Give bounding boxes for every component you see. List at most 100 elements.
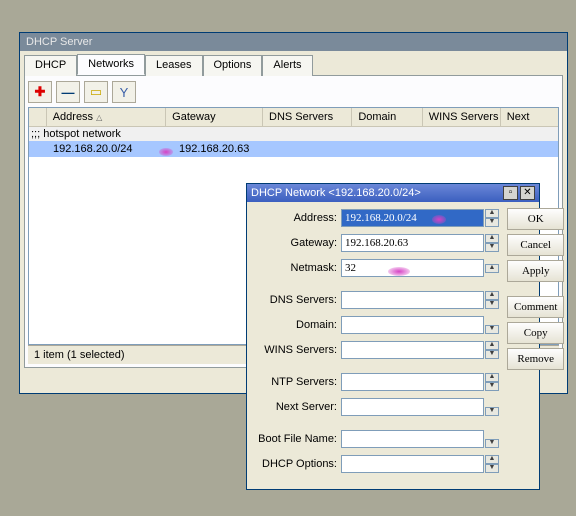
- col-next[interactable]: Next: [501, 108, 558, 126]
- col-domain[interactable]: Domain: [352, 108, 422, 126]
- spin-down-icon[interactable]: ▼: [485, 350, 499, 359]
- form-label: Domain:: [251, 319, 341, 331]
- form-input-winsservers[interactable]: [341, 341, 484, 359]
- form-input-domain[interactable]: [341, 316, 484, 334]
- spin-down-icon[interactable]: ▼: [485, 439, 499, 448]
- spin-down-icon[interactable]: ▼: [485, 300, 499, 309]
- tab-alerts[interactable]: Alerts: [262, 55, 312, 76]
- spin-control: ▲▼: [485, 209, 499, 227]
- form-input-dhcpoptions[interactable]: [341, 455, 484, 473]
- form-input-dnsservers[interactable]: [341, 291, 484, 309]
- ok-button[interactable]: OK: [507, 208, 564, 230]
- form-row: Next Server: ▼: [251, 397, 499, 417]
- plus-icon: ✚: [35, 84, 46, 100]
- form-input-gateway[interactable]: [341, 234, 484, 252]
- form-row: WINS Servers:▲▼: [251, 340, 499, 360]
- list-header: Address △ Gateway DNS Servers Domain WIN…: [29, 108, 558, 127]
- spin-control: ▲▼: [485, 234, 499, 252]
- form-input-bootfilename[interactable]: [341, 430, 484, 448]
- dhcp-network-dialog: DHCP Network <192.168.20.0/24> ▫ ✕ Addre…: [246, 183, 540, 490]
- spin-up-icon[interactable]: ▲: [485, 264, 499, 273]
- cell-gateway: 192.168.20.63: [173, 142, 275, 156]
- table-row[interactable]: 192.168.20.0/24 192.168.20.63: [29, 141, 558, 157]
- spin-control: ▲▼: [485, 341, 499, 359]
- form-row: Address: ▲▼: [251, 208, 499, 228]
- close-button[interactable]: ✕: [520, 186, 535, 200]
- row-indicator-col[interactable]: [29, 108, 47, 126]
- form-input-address[interactable]: [341, 209, 484, 227]
- tab-networks[interactable]: Networks: [77, 54, 145, 75]
- form-label: Next Server:: [251, 401, 341, 413]
- spin-down-icon[interactable]: ▼: [485, 325, 499, 334]
- cancel-button[interactable]: Cancel: [507, 234, 564, 256]
- cell-wins: [443, 148, 525, 150]
- spin-down-icon[interactable]: ▼: [485, 218, 499, 227]
- spin-up-icon[interactable]: ▲: [485, 291, 499, 300]
- spin-control: ▲▼: [485, 455, 499, 473]
- dialog-buttons: OK Cancel Apply Comment Copy Remove: [507, 208, 564, 479]
- remove-button[interactable]: —: [56, 81, 80, 103]
- form-label: Address:: [251, 212, 341, 224]
- sort-icon: △: [96, 113, 102, 122]
- copy-button[interactable]: Copy: [507, 322, 564, 344]
- spin-down-icon[interactable]: ▼: [485, 464, 499, 473]
- spin-up-icon[interactable]: ▲: [485, 455, 499, 464]
- form-row: NTP Servers:▲▼: [251, 372, 499, 392]
- dialog-titlebar[interactable]: DHCP Network <192.168.20.0/24> ▫ ✕: [247, 184, 539, 202]
- spin-up-icon[interactable]: ▲: [485, 373, 499, 382]
- form-input-netmask[interactable]: [341, 259, 484, 277]
- note-icon: ▭: [90, 84, 102, 100]
- spin-control: ▲▼: [485, 291, 499, 309]
- spin-down-icon[interactable]: ▼: [485, 382, 499, 391]
- form-row: Netmask: ▲: [251, 258, 499, 278]
- col-dns[interactable]: DNS Servers: [263, 108, 352, 126]
- form: Address:▲▼Gateway:▲▼Netmask:▲DNS Servers…: [251, 208, 499, 479]
- cell-dns: [275, 148, 369, 150]
- dialog-title: DHCP Network <192.168.20.0/24>: [251, 187, 421, 199]
- main-title: DHCP Server: [26, 35, 92, 49]
- toolbar: ✚ — ▭ Y: [28, 79, 559, 107]
- main-titlebar[interactable]: DHCP Server: [20, 33, 567, 51]
- form-row: Boot File Name: ▼: [251, 429, 499, 449]
- spin-control: ▼: [485, 430, 499, 448]
- spin-up-icon[interactable]: ▲: [485, 234, 499, 243]
- minimize-icon: ▫: [509, 187, 513, 198]
- spin-up-icon[interactable]: ▲: [485, 209, 499, 218]
- close-icon: ✕: [523, 187, 531, 198]
- form-row: Domain: ▼: [251, 315, 499, 335]
- remove-button[interactable]: Remove: [507, 348, 564, 370]
- cell-address: 192.168.20.0/24: [47, 142, 173, 156]
- spin-down-icon[interactable]: ▼: [485, 243, 499, 252]
- filter-button[interactable]: Y: [112, 81, 136, 103]
- minus-icon: —: [62, 85, 75, 100]
- form-label: Gateway:: [251, 237, 341, 249]
- add-button[interactable]: ✚: [28, 81, 52, 103]
- form-label: Netmask:: [251, 262, 341, 274]
- form-label: Boot File Name:: [251, 433, 341, 445]
- col-address[interactable]: Address △: [47, 108, 166, 126]
- form-input-nextserver[interactable]: [341, 398, 484, 416]
- spin-control: ▲▼: [485, 373, 499, 391]
- form-label: DNS Servers:: [251, 294, 341, 306]
- spin-up-icon[interactable]: ▲: [485, 341, 499, 350]
- form-input-ntpservers[interactable]: [341, 373, 484, 391]
- comment-button[interactable]: ▭: [84, 81, 108, 103]
- tab-leases[interactable]: Leases: [145, 55, 202, 76]
- cell-domain: [369, 148, 443, 150]
- col-wins[interactable]: WINS Servers: [423, 108, 501, 126]
- tab-dhcp[interactable]: DHCP: [24, 55, 77, 76]
- spin-control: ▲: [485, 264, 499, 273]
- form-label: DHCP Options:: [251, 458, 341, 470]
- tab-options[interactable]: Options: [203, 55, 263, 76]
- comment-button[interactable]: Comment: [507, 296, 564, 318]
- col-gateway[interactable]: Gateway: [166, 108, 263, 126]
- apply-button[interactable]: Apply: [507, 260, 564, 282]
- spin-control: ▼: [485, 398, 499, 416]
- spin-control: ▼: [485, 316, 499, 334]
- spin-down-icon[interactable]: ▼: [485, 407, 499, 416]
- minimize-button[interactable]: ▫: [503, 186, 518, 200]
- status-text: 1 item (1 selected): [34, 349, 124, 361]
- tabs: DHCP Networks Leases Options Alerts: [20, 51, 567, 75]
- form-row: DHCP Options: ▲▼: [251, 454, 499, 474]
- list-body: ;;; hotspot network 192.168.20.0/24 192.…: [29, 127, 558, 157]
